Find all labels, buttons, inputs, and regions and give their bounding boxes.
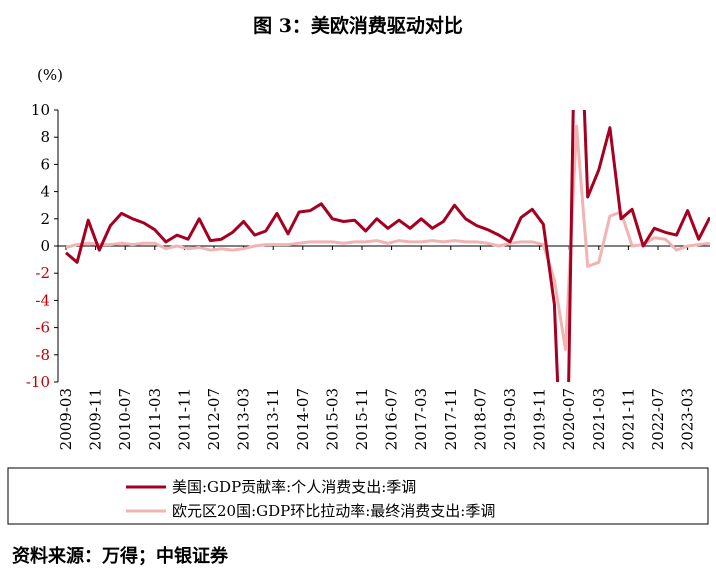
plot	[65, 110, 710, 382]
x-tick-label: 2013-11	[264, 388, 282, 450]
x-tick-label: 2021-11	[619, 388, 637, 450]
x-tick-label: 2012-07	[205, 388, 223, 450]
y-tick-label: -8	[35, 346, 50, 364]
x-tick-label: 2018-07	[471, 388, 489, 450]
x-tick-label: 2010-07	[116, 388, 134, 450]
y-tick-label: 6	[40, 155, 50, 173]
x-tick-label: 2022-07	[649, 388, 667, 450]
x-tick-label: 2016-07	[383, 388, 401, 450]
y-tick-label: -4	[35, 291, 50, 309]
y-tick-label: -2	[35, 264, 50, 282]
source: 资料来源：万得；中银证券	[12, 545, 229, 567]
y-tick-label: -10	[26, 373, 50, 391]
x-tick-label: 2019-11	[531, 388, 549, 450]
x-tick-label: 2013-03	[235, 388, 253, 450]
series-line	[65, 110, 710, 382]
y-unit: (%)	[37, 66, 63, 84]
y-tick-label: -6	[35, 319, 50, 337]
x-tick-label: 2020-07	[560, 388, 578, 450]
x-tick-label: 2011-11	[175, 388, 193, 450]
y-tick-label: 10	[31, 101, 50, 119]
y-tick-label: 8	[40, 128, 50, 146]
x-tick-label: 2017-03	[412, 388, 430, 450]
series-line	[65, 124, 710, 351]
x-tick-label: 2009-03	[57, 388, 75, 450]
legend-box	[7, 467, 709, 525]
y-tick-label: 4	[40, 183, 50, 201]
legend-label: 美国:GDP贡献率:个人消费支出:季调	[172, 478, 416, 496]
y-tick-label: 2	[40, 210, 50, 228]
legend-label: 欧元区20国:GDP环比拉动率:最终消费支出:季调	[172, 502, 495, 520]
x-tick-label: 2011-03	[146, 388, 164, 450]
x-tick-label: 2014-07	[294, 388, 312, 450]
chart-title: 图 3：美欧消费驱动对比	[253, 14, 463, 37]
x-tick-label: 2009-11	[87, 388, 105, 450]
x-tick-label: 2015-11	[353, 388, 371, 450]
x-tick-label: 2021-03	[590, 388, 608, 450]
y-tick-label: 0	[40, 237, 50, 255]
x-tick-label: 2023-03	[679, 388, 697, 450]
x-tick-label: 2017-11	[442, 388, 460, 450]
x-tick-label: 2015-03	[323, 388, 341, 450]
x-tick-label: 2019-03	[501, 388, 519, 450]
